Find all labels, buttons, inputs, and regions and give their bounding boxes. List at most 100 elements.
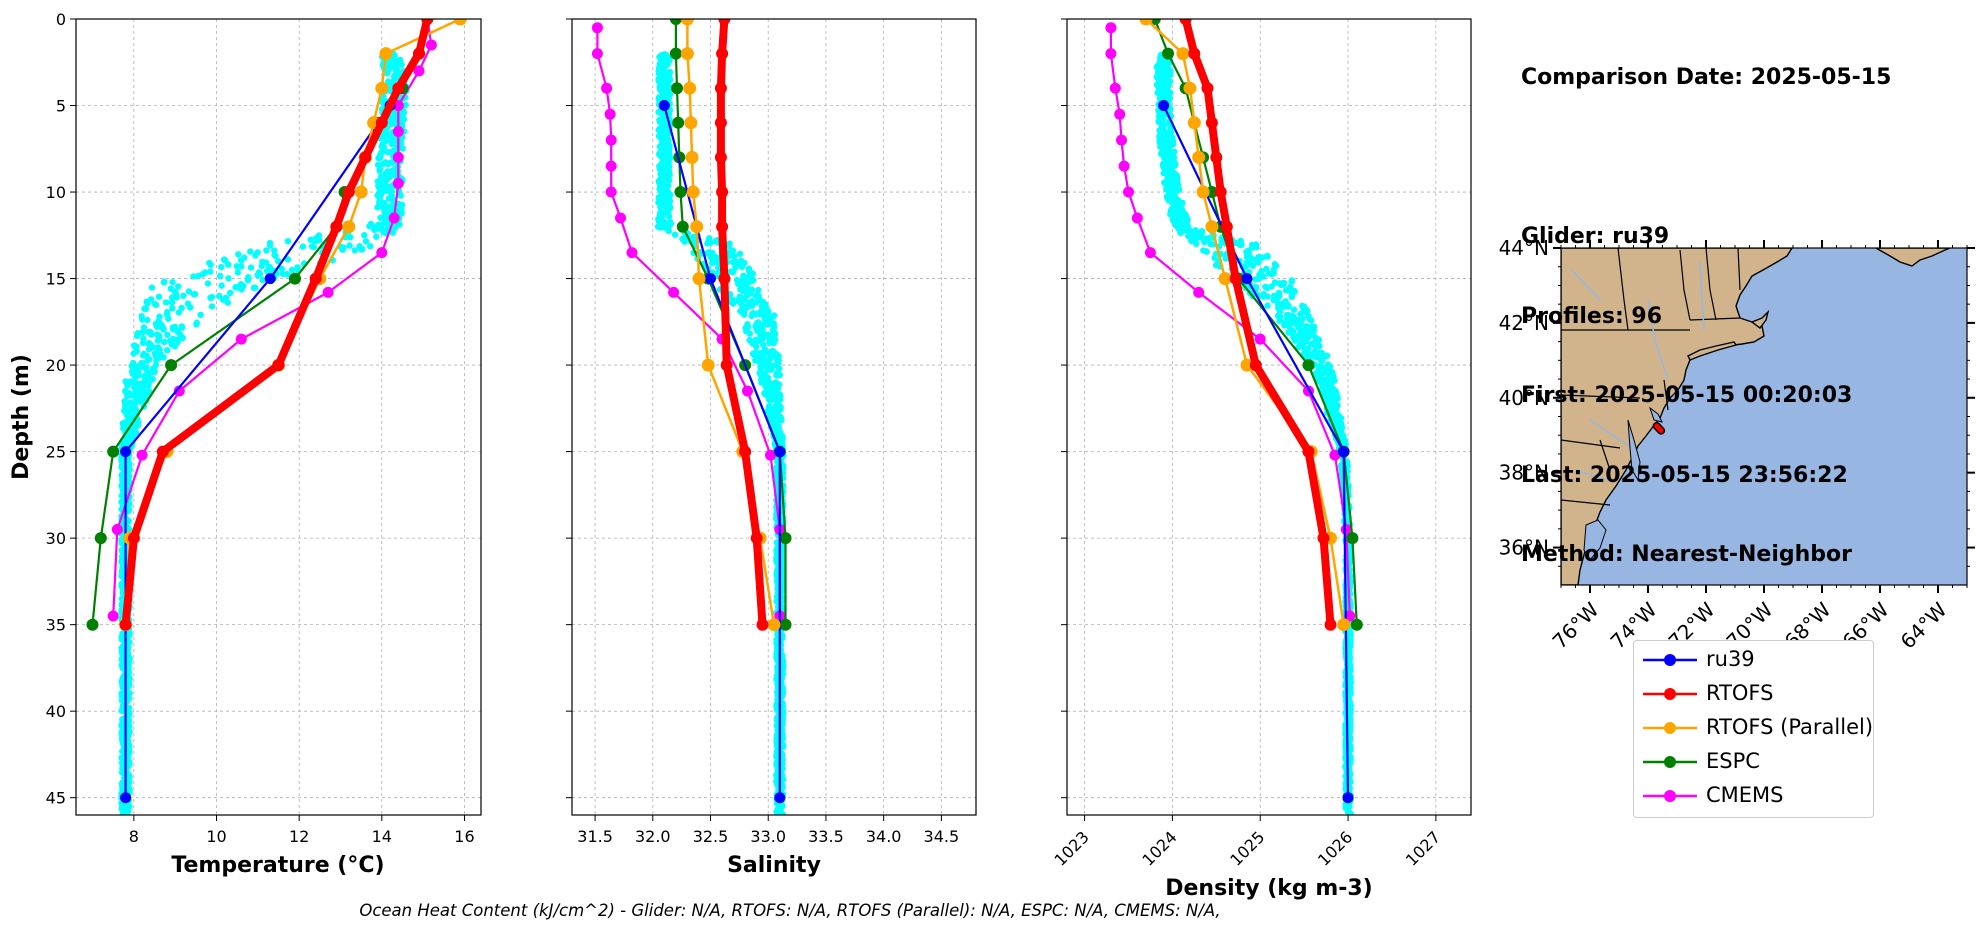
temperature-glider-point — [118, 540, 126, 547]
salinity-point-rtofs-parallel — [692, 272, 706, 286]
salinity-glider-point — [758, 336, 766, 343]
temperature-glider-point — [388, 136, 395, 143]
legend-label-espc: ESPC — [1706, 749, 1760, 773]
salinity-glider-point — [746, 330, 753, 337]
density-glider-point — [1163, 186, 1170, 193]
temperature-point-espc — [165, 359, 178, 372]
temperature-glider-point — [139, 363, 146, 371]
legend-label-cmems: CMEMS — [1706, 783, 1784, 807]
salinity-point-rtofs — [720, 359, 733, 372]
density-axes-frame — [1066, 18, 1472, 816]
temperature-glider-point — [252, 284, 259, 291]
salinity-point-ru39 — [774, 792, 786, 804]
temperature-glider-point — [162, 299, 170, 306]
temperature-point-cmems — [235, 333, 247, 345]
temperature-glider-point — [119, 564, 126, 571]
density-glider-point — [1168, 165, 1176, 173]
density-glider-point — [1157, 57, 1164, 65]
temperature-point-rtofs-parallel — [453, 19, 467, 26]
temperature-glider-point — [139, 352, 147, 359]
temperature-glider-point — [394, 69, 401, 76]
temperature-glider-point — [147, 329, 154, 336]
legend-item-rtofs-parallel: RTOFS (Parallel) — [1634, 711, 1873, 745]
temperature-glider-point — [216, 272, 224, 280]
temperature-glider-point — [373, 233, 380, 240]
density-glider-point — [1328, 368, 1335, 375]
density-glider-scatter — [1153, 50, 1354, 815]
temperature-glider-point — [134, 330, 142, 337]
first-time: First: 2025-05-15 00:20:03 — [1521, 383, 1853, 408]
temperature-glider-point — [171, 343, 179, 350]
density-glider-point — [1288, 293, 1296, 301]
salinity-point-espc — [672, 116, 685, 129]
temperature-glider-point — [142, 305, 150, 313]
profile-count: Profiles: 96 — [1521, 303, 1663, 329]
salinity-glider-point — [729, 247, 737, 254]
temperature-glider-point — [187, 304, 194, 311]
temperature-glider-point — [222, 294, 230, 301]
temperature-point-cmems — [376, 247, 388, 259]
salinity-glider-point — [749, 297, 756, 305]
density-xtick-label: 1024 — [1138, 827, 1180, 869]
density-glider-point — [1170, 154, 1178, 161]
salinity-glider-point — [705, 236, 712, 243]
salinity-glider-point — [749, 311, 756, 318]
density-point-rtofs — [1249, 359, 1262, 372]
map-lat-label: 44°N — [1499, 236, 1549, 260]
density-glider-point — [1174, 186, 1182, 193]
density-point-cmems — [1118, 160, 1130, 172]
temperature-glider-point — [278, 265, 285, 272]
density-glider-point — [1164, 140, 1172, 147]
temperature-xlabel: Temperature (°C) — [171, 853, 384, 878]
temperature-glider-point — [396, 56, 404, 64]
salinity-ticks: 31.5 32.0 32.5 33.0 33.5 34.0 34.5 — [566, 18, 959, 846]
density-glider-point — [1160, 160, 1167, 167]
temperature-point-cmems — [107, 610, 119, 622]
density-point-rtofs — [1205, 116, 1218, 129]
temperature-point-rtofs — [359, 151, 372, 164]
map-nova-scotia — [1874, 248, 1951, 267]
temperature-glider-point — [155, 336, 163, 343]
density-glider-point — [1193, 240, 1200, 247]
temperature-point-rtofs — [119, 618, 132, 631]
temperature-glider-point — [308, 243, 316, 250]
temperature-glider-point — [125, 707, 132, 714]
temperature-glider-point — [367, 242, 374, 250]
density-point-rtofs-parallel — [1187, 116, 1201, 130]
temperature-glider-point — [380, 143, 387, 151]
temperature-point-cmems — [136, 449, 148, 461]
temperature-glider-point — [149, 376, 156, 383]
map-cape-cod — [1750, 309, 1770, 329]
legend: ru39 RTOFS RTOFS (Parallel) ESPC CMEMS — [1633, 640, 1874, 818]
depth-ytick-label: 25 — [46, 443, 66, 462]
temperature-glider-point — [144, 300, 151, 307]
temperature-glider-point — [361, 232, 368, 239]
temperature-point-ru39 — [120, 792, 132, 804]
salinity-glider-point — [776, 365, 783, 372]
temperature-glider-point — [377, 214, 384, 221]
density-glider-point — [1321, 385, 1328, 393]
density-point-cmems — [1116, 134, 1127, 146]
density-glider-point — [1258, 254, 1266, 261]
density-point-cmems — [1254, 333, 1266, 345]
density-glider-point — [1285, 303, 1292, 310]
density-glider-point — [1291, 287, 1298, 295]
temperature-glider-point — [204, 280, 212, 287]
depth-ytick-label: 10 — [46, 183, 66, 202]
temperature-glider-point — [154, 344, 162, 351]
temperature-glider-point — [356, 243, 363, 250]
temperature-glider-point — [267, 264, 274, 271]
density-glider-point — [1157, 143, 1164, 150]
density-point-cmems — [1123, 186, 1134, 198]
temperature-glider-point — [160, 338, 168, 346]
temperature-glider-point — [190, 273, 197, 280]
density-point-rtofs — [1220, 220, 1233, 233]
density-glider-point — [1333, 415, 1340, 422]
temperature-glider-point — [119, 645, 126, 652]
salinity-glider-point — [756, 369, 763, 377]
density-point-ru39 — [1338, 446, 1350, 458]
salinity-glider-point — [736, 298, 743, 305]
salinity-point-rtofs — [714, 151, 727, 164]
salinity-glider-point — [664, 130, 672, 137]
temperature-glider-point — [378, 98, 386, 106]
